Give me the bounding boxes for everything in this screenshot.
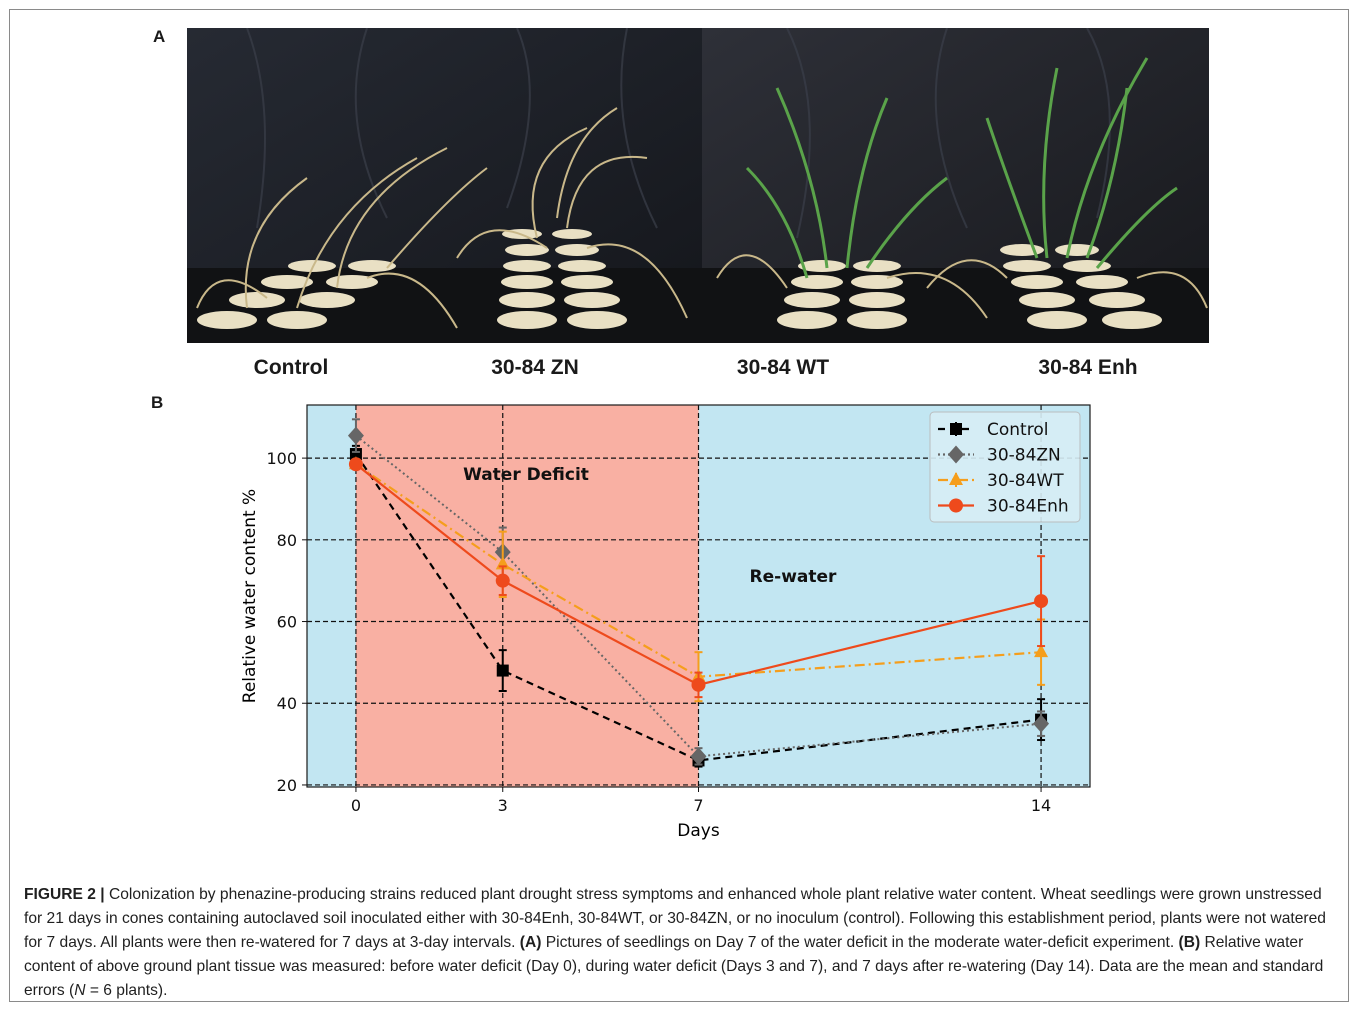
figure-frame: [9, 9, 1349, 1002]
data-point: [1033, 714, 1050, 733]
photo-label-zn: 30-84 ZN: [491, 356, 579, 379]
legend-label: 30-84WT: [987, 471, 1064, 491]
x-tick-label: 3: [498, 796, 508, 815]
legend-marker: [949, 472, 963, 485]
data-point: [1034, 644, 1049, 658]
data-point: [495, 573, 510, 588]
caption-text-1: Colonization by phenazine-producing stra…: [24, 886, 1326, 951]
caption-label-b: (B): [1178, 934, 1201, 951]
series-line: [355, 463, 1042, 687]
x-axis-label: Days: [677, 821, 720, 841]
y-tick-label: 60: [277, 613, 297, 632]
data-point: [691, 677, 706, 692]
data-point: [347, 426, 364, 445]
legend-label: 30-84ZN: [987, 446, 1061, 466]
x-tick-label: 7: [693, 796, 703, 815]
water-content-chart: 20 40 60 80 100 0 3 7 14 Water Deficit Re-water D…: [240, 404, 1091, 841]
x-tick-label: 14: [1031, 796, 1051, 815]
legend-box: [929, 411, 1081, 523]
series-line: [355, 463, 1042, 678]
region-label-deficit: Water Deficit: [463, 465, 589, 485]
photo-label-control: Control: [253, 356, 329, 379]
caption-n-symbol: N: [74, 982, 86, 999]
series-30-84Enh: [348, 457, 1049, 699]
caption-text-4: = 6 plants).: [85, 982, 168, 999]
y-tick-label: 40: [277, 694, 297, 713]
photo-label-enh: 30-84 Enh: [1038, 356, 1138, 379]
legend-marker: [949, 498, 963, 513]
data-point: [348, 457, 363, 472]
figure-caption: FIGURE 2 | Colonization by phenazine-pro…: [24, 883, 1334, 1003]
caption-label-a: (A): [519, 934, 542, 951]
x-tick-label: 0: [351, 796, 361, 815]
caption-text-3: Relative water content of above ground p…: [24, 934, 1324, 999]
y-tick-label: 80: [277, 531, 297, 550]
caption-figure-label: FIGURE 2 |: [24, 886, 105, 903]
data-point: [1034, 594, 1049, 609]
legend-marker: [948, 445, 964, 464]
y-tick-label: 100: [266, 449, 297, 468]
data-point: [690, 747, 707, 766]
legend-label: Control: [987, 420, 1048, 440]
legend-marker: [950, 423, 962, 435]
photo-label-wt: 30-84 WT: [736, 356, 830, 379]
seedling-photo: [187, 28, 1209, 343]
region-pre: [307, 405, 356, 787]
region-label-rewater: Re-water: [750, 567, 838, 587]
panel-a-letter: A: [153, 27, 166, 46]
y-tick-label: 20: [277, 776, 297, 795]
region-deficit: [355, 405, 699, 787]
data-point: [496, 664, 509, 677]
legend-label: 30-84Enh: [987, 497, 1069, 517]
y-axis-label: Relative water content %: [240, 489, 260, 703]
series-line: [355, 453, 1042, 762]
panel-b-letter: B: [151, 393, 164, 412]
caption-text-2: Pictures of seedlings on Day 7 of the wa…: [541, 934, 1179, 951]
